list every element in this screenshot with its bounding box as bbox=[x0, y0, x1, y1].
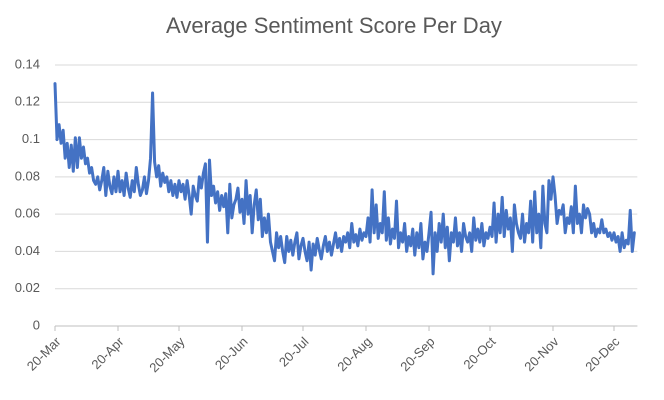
data-line bbox=[53, 82, 636, 276]
y-tick-label: 0.02 bbox=[15, 280, 40, 295]
y-tick-label: 0.06 bbox=[15, 206, 40, 221]
y-tick-label: 0.08 bbox=[15, 168, 40, 183]
y-tick-label: 0.14 bbox=[15, 56, 40, 71]
y-tick-label: 0.12 bbox=[15, 94, 40, 109]
y-tick-label: 0 bbox=[33, 317, 40, 332]
y-tick-label: 0.1 bbox=[22, 131, 40, 146]
chart-title: Average Sentiment Score Per Day bbox=[166, 13, 502, 38]
y-tick-label: 0.04 bbox=[15, 243, 40, 258]
